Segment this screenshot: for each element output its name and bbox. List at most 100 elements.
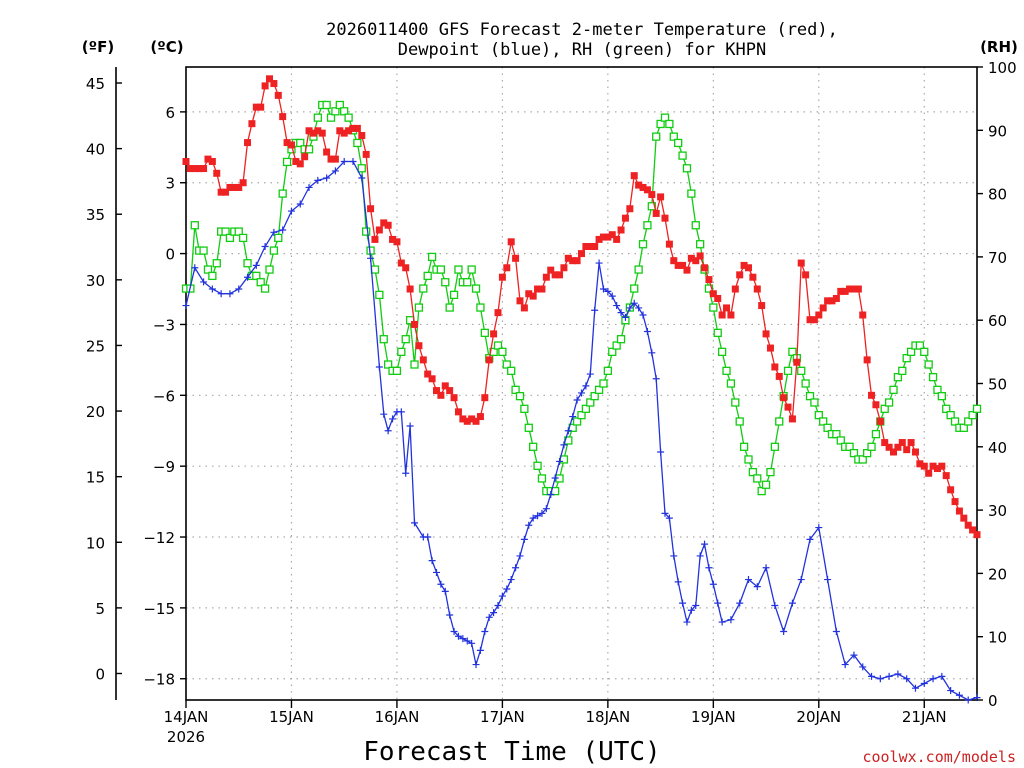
dewpoint-point bbox=[454, 632, 462, 640]
dewpoint-point bbox=[397, 408, 405, 416]
rh-point bbox=[436, 265, 446, 274]
temperature-point bbox=[432, 387, 440, 395]
temperature-point bbox=[279, 113, 287, 121]
temperature-point bbox=[832, 294, 840, 302]
temperature-point bbox=[753, 285, 761, 293]
rh-point bbox=[630, 284, 639, 293]
dewpoint-point bbox=[542, 505, 550, 513]
dewpoint-point bbox=[876, 675, 884, 683]
temperature-point bbox=[450, 394, 458, 402]
temperature-point bbox=[969, 526, 977, 534]
temperature-point bbox=[222, 188, 230, 196]
temperature-point bbox=[714, 294, 722, 302]
temperature-point bbox=[226, 183, 234, 191]
temperature-point bbox=[793, 358, 801, 366]
temperature-point bbox=[599, 233, 607, 241]
rh-point bbox=[515, 392, 525, 401]
celsius-tick-label: −12 bbox=[143, 529, 175, 547]
temperature-point bbox=[415, 342, 423, 350]
rh-point bbox=[643, 221, 652, 230]
fahrenheit-tick-label: 0 bbox=[95, 665, 105, 683]
dewpoint-point bbox=[538, 509, 546, 517]
temperature-point bbox=[802, 271, 810, 279]
rh-point bbox=[709, 303, 718, 312]
rh-point bbox=[498, 347, 507, 357]
dewpoint-point bbox=[705, 564, 713, 572]
rh-point bbox=[739, 442, 749, 451]
fahrenheit-unit-label: (ºF) bbox=[82, 38, 114, 56]
dewpoint-point bbox=[639, 311, 647, 319]
dewpoint-point bbox=[252, 261, 260, 269]
dewpoint-point bbox=[182, 302, 190, 310]
temperature-point bbox=[635, 181, 643, 189]
temperature-point bbox=[863, 356, 871, 364]
temperature-point bbox=[775, 372, 783, 380]
fahrenheit-tick-label: 35 bbox=[86, 206, 105, 224]
rh-point bbox=[634, 265, 643, 274]
rh-point bbox=[823, 423, 832, 432]
temperature-point bbox=[569, 257, 577, 265]
x-tick-label: 17JAN bbox=[480, 708, 525, 726]
temperature-point bbox=[463, 417, 471, 425]
temperature-point bbox=[736, 271, 744, 279]
temperature-point bbox=[657, 193, 665, 201]
temperature-point bbox=[727, 311, 735, 319]
dewpoint-point bbox=[340, 157, 348, 165]
dewpoint-point bbox=[503, 585, 511, 593]
temperature-point bbox=[595, 235, 603, 243]
temperature-point bbox=[652, 209, 660, 217]
rh-point bbox=[212, 259, 221, 268]
rh-point bbox=[669, 132, 678, 141]
chart-title-line-2: Dewpoint (blue), RH (green) for KHPN bbox=[398, 40, 766, 60]
temperature-point bbox=[890, 448, 898, 456]
fahrenheit-tick-label: 30 bbox=[86, 272, 105, 290]
temperature-point bbox=[665, 240, 673, 248]
temperature-point bbox=[468, 415, 476, 423]
rh-point bbox=[471, 284, 481, 293]
celsius-tick-label: 0 bbox=[165, 246, 175, 264]
temperature-point bbox=[898, 439, 906, 447]
rh-point bbox=[322, 100, 331, 110]
dewpoint-point bbox=[608, 292, 616, 300]
rh-point bbox=[603, 366, 613, 375]
dewpoint-point bbox=[806, 535, 814, 543]
temperature-point bbox=[916, 460, 924, 468]
dewpoint-point bbox=[551, 474, 559, 482]
dewpoint-point bbox=[687, 606, 695, 614]
rh-point bbox=[441, 278, 450, 287]
temperature-point bbox=[301, 153, 309, 161]
rh-point bbox=[243, 259, 252, 268]
dewpoint-point bbox=[850, 651, 858, 659]
rh-point bbox=[638, 240, 648, 249]
rh-point bbox=[313, 113, 322, 122]
rh-unit-label: (RH) bbox=[980, 38, 1018, 56]
dewpoint-point bbox=[323, 174, 331, 182]
rh-point bbox=[748, 467, 758, 477]
rh-point bbox=[652, 132, 661, 141]
rh-point bbox=[529, 442, 538, 451]
dewpoint-point bbox=[200, 278, 208, 286]
dewpoint-point bbox=[261, 243, 269, 251]
temperature-point bbox=[586, 243, 594, 251]
rh-point bbox=[577, 410, 586, 420]
rh-point bbox=[467, 265, 476, 274]
rh-tick-label: 50 bbox=[988, 376, 1007, 394]
dewpoint-point bbox=[244, 273, 252, 281]
rh-point bbox=[476, 303, 485, 312]
rh-point bbox=[397, 347, 406, 357]
dewpoint-point bbox=[643, 328, 651, 336]
rh-point bbox=[454, 265, 463, 274]
temperature-point bbox=[547, 266, 555, 274]
rh-point bbox=[933, 385, 942, 394]
rh-point bbox=[392, 366, 402, 375]
x-tick-label: 18JAN bbox=[585, 708, 630, 726]
rh-line bbox=[186, 103, 978, 493]
rh-point bbox=[252, 271, 261, 281]
temperature-point bbox=[424, 370, 432, 378]
dewpoint-point bbox=[279, 226, 287, 234]
rh-point bbox=[722, 366, 731, 375]
dewpoint-point bbox=[569, 413, 577, 421]
temperature-point bbox=[705, 276, 713, 284]
temperature-point bbox=[516, 297, 524, 305]
dewpoint-point bbox=[665, 514, 673, 522]
